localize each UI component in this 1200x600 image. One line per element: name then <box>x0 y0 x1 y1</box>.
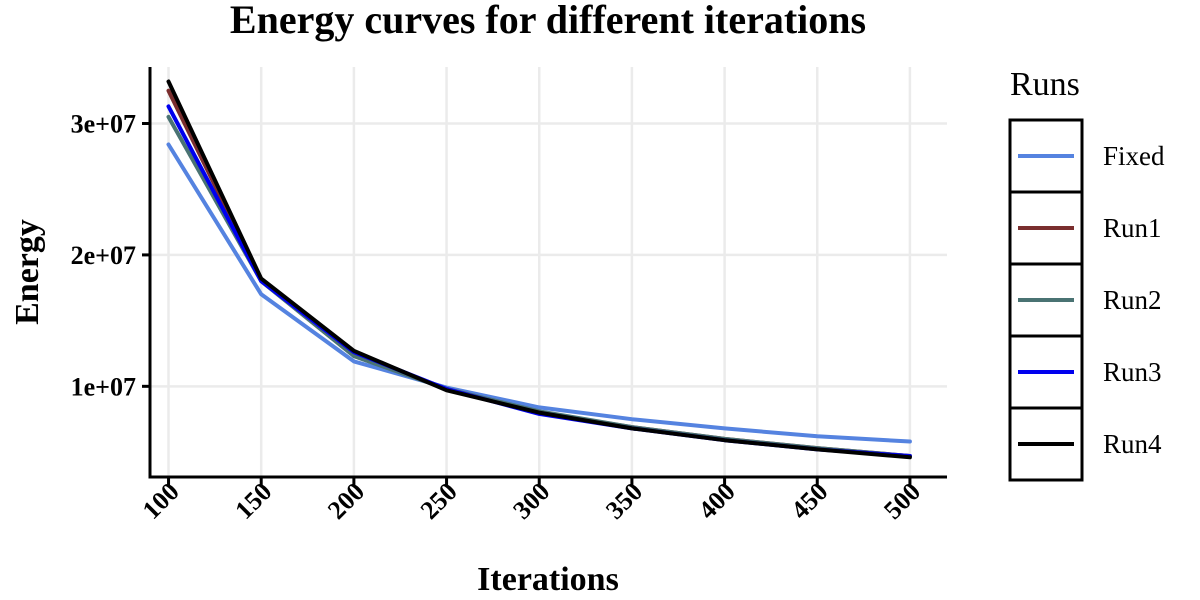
x-tick-label-5: 350 <box>600 477 648 525</box>
y-tick-label-0: 1e+07 <box>71 372 136 401</box>
legend-label-fixed: Fixed <box>1103 141 1165 171</box>
y-tick-label-2: 3e+07 <box>71 110 136 139</box>
y-tick-label-1: 2e+07 <box>71 241 136 270</box>
grid <box>150 67 947 477</box>
series-lines <box>166 79 912 460</box>
legend-label-run4: Run4 <box>1103 429 1162 459</box>
x-tick-label-0: 100 <box>137 477 185 525</box>
x-tick-label-3: 250 <box>415 477 463 525</box>
legend: Runs Fixed Run1 Run2 Run3 Run4 <box>1008 66 1165 482</box>
x-tick-label-6: 400 <box>693 477 741 525</box>
legend-label-run3: Run3 <box>1103 357 1162 387</box>
x-tick-label-8: 500 <box>878 477 926 525</box>
y-axis-title: Energy <box>9 219 46 325</box>
x-tick-label-4: 300 <box>507 477 555 525</box>
legend-title: Runs <box>1010 66 1080 103</box>
axes <box>142 67 947 485</box>
x-axis-title: Iterations <box>477 561 619 598</box>
x-tick-label-7: 450 <box>785 477 833 525</box>
legend-label-run1: Run1 <box>1103 213 1162 243</box>
x-tick-label-2: 200 <box>322 477 370 525</box>
series-line-run4 <box>166 79 912 460</box>
chart-title: Energy curves for different iterations <box>230 0 866 42</box>
x-tick-label-1: 150 <box>229 477 277 525</box>
series-line-fixed <box>166 142 912 444</box>
legend-label-run2: Run2 <box>1103 285 1162 315</box>
